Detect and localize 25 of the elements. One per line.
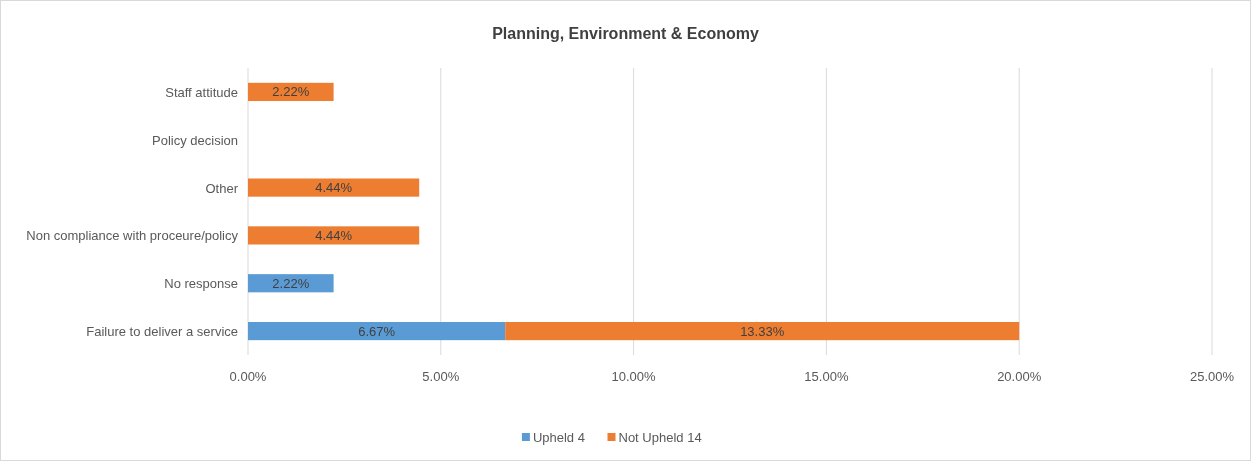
y-tick-label: Staff attitude xyxy=(165,84,238,100)
bar xyxy=(505,322,1020,341)
data-label: 13.33% xyxy=(740,323,785,339)
y-tick-label: No response xyxy=(164,276,238,292)
x-tick-label: 20.00% xyxy=(997,369,1042,384)
data-label: 6.67% xyxy=(358,323,396,339)
bar xyxy=(248,322,506,341)
data-label: 2.22% xyxy=(272,275,310,291)
data-label: 2.22% xyxy=(272,84,310,100)
chart-title: Planning, Environment & Economy xyxy=(492,25,759,42)
y-tick-label: Other xyxy=(205,180,239,196)
legend-label: Upheld 4 xyxy=(532,430,585,445)
data-label: 4.44% xyxy=(315,180,353,196)
x-tick-label: 0.00% xyxy=(229,369,267,384)
y-tick-label: Non compliance with proceure/policy xyxy=(26,228,239,244)
x-tick-label: 15.00% xyxy=(804,369,849,384)
x-tick-label: 25.00% xyxy=(1189,369,1235,384)
legend-label: Not Upheld 14 xyxy=(618,430,702,445)
y-tick-label: Policy decision xyxy=(152,132,238,148)
bar xyxy=(248,226,420,245)
y-tick-label: Failure to deliver a service xyxy=(86,324,238,340)
x-tick-label: 10.00% xyxy=(611,369,657,384)
data-label: 4.44% xyxy=(315,227,353,243)
x-tick-label: 5.00% xyxy=(422,369,460,384)
bar xyxy=(248,178,420,197)
